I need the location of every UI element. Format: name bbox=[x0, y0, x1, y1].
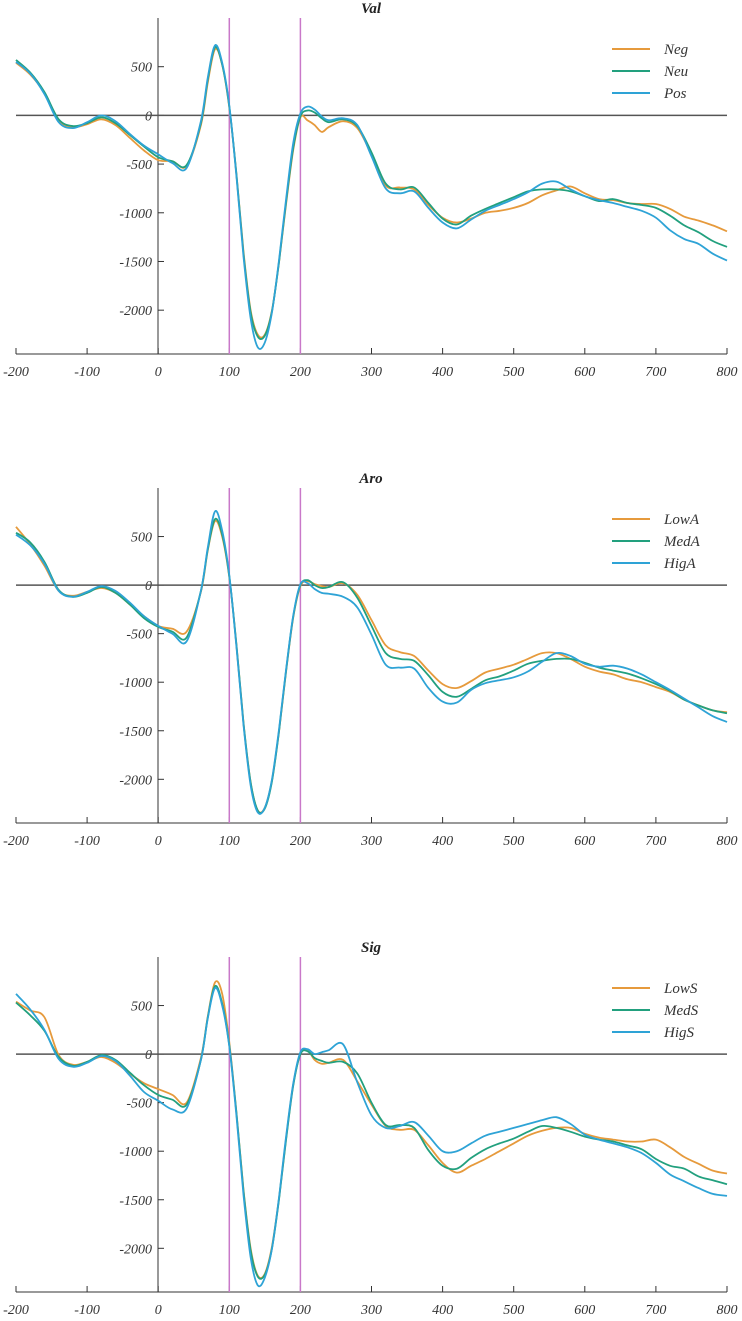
y-tick-label: -1000 bbox=[119, 1145, 152, 1160]
x-tick-label: 100 bbox=[219, 834, 240, 849]
x-tick-label: 800 bbox=[717, 1303, 738, 1318]
x-tick-label: -200 bbox=[3, 834, 29, 849]
x-tick-label: 800 bbox=[717, 365, 738, 380]
series-line-higs bbox=[15, 986, 728, 1288]
x-tick-label: 500 bbox=[503, 834, 524, 849]
x-tick-label: 400 bbox=[432, 365, 453, 380]
y-tick-label: -500 bbox=[126, 158, 152, 173]
x-tick-label: -200 bbox=[3, 1303, 29, 1318]
x-tick-label: 0 bbox=[155, 834, 162, 849]
legend-label-lowa: LowA bbox=[663, 512, 700, 528]
y-tick-label: -1000 bbox=[119, 207, 152, 222]
series-line-pos bbox=[15, 44, 728, 350]
x-tick-label: -100 bbox=[74, 1303, 100, 1318]
x-tick-label: 500 bbox=[503, 365, 524, 380]
y-tick-label: 0 bbox=[145, 1048, 152, 1063]
x-tick-label: 100 bbox=[219, 1303, 240, 1318]
chart-title: Val bbox=[361, 1, 382, 17]
y-tick-label: -1500 bbox=[119, 725, 152, 740]
y-tick-label: -500 bbox=[126, 628, 152, 643]
x-tick-label: -200 bbox=[3, 365, 29, 380]
series-line-meda bbox=[15, 517, 728, 814]
x-tick-label: 200 bbox=[290, 1303, 311, 1318]
y-tick-label: 0 bbox=[145, 579, 152, 594]
legend-label-meds: MedS bbox=[663, 1003, 699, 1019]
legend-label-pos: Pos bbox=[663, 86, 687, 102]
x-tick-label: 400 bbox=[432, 1303, 453, 1318]
y-tick-label: -2000 bbox=[119, 304, 152, 319]
x-tick-label: -100 bbox=[74, 834, 100, 849]
legend-label-neu: Neu bbox=[663, 64, 688, 80]
chart-title: Aro bbox=[358, 471, 382, 487]
x-tick-label: 500 bbox=[503, 1303, 524, 1318]
y-tick-label: -500 bbox=[126, 1097, 152, 1112]
series-line-higa bbox=[15, 510, 728, 815]
x-tick-label: 200 bbox=[290, 365, 311, 380]
legend-label-neg: Neg bbox=[663, 42, 689, 58]
y-tick-label: 0 bbox=[145, 109, 152, 124]
x-tick-label: 700 bbox=[645, 834, 666, 849]
x-tick-label: 600 bbox=[574, 834, 595, 849]
x-tick-label: 100 bbox=[219, 365, 240, 380]
legend-label-meda: MedA bbox=[663, 534, 701, 550]
x-tick-label: 300 bbox=[360, 365, 382, 380]
x-tick-label: 700 bbox=[645, 365, 666, 380]
y-tick-label: 500 bbox=[131, 61, 152, 76]
x-tick-label: 0 bbox=[155, 1303, 162, 1318]
series-line-meds bbox=[15, 984, 728, 1280]
y-tick-label: -1500 bbox=[119, 1194, 152, 1209]
series-line-neg bbox=[15, 47, 728, 339]
x-tick-label: 800 bbox=[717, 834, 738, 849]
x-tick-label: 600 bbox=[574, 365, 595, 380]
x-tick-label: 700 bbox=[645, 1303, 666, 1318]
y-tick-label: -1500 bbox=[119, 255, 152, 270]
legend-label-higs: HigS bbox=[663, 1025, 695, 1041]
series-line-lows bbox=[15, 980, 728, 1279]
y-tick-label: 500 bbox=[131, 1000, 152, 1015]
x-tick-label: 200 bbox=[290, 834, 311, 849]
legend-label-higa: HigA bbox=[663, 556, 697, 572]
x-tick-label: 400 bbox=[432, 834, 453, 849]
y-tick-label: -2000 bbox=[119, 773, 152, 788]
y-tick-label: 500 bbox=[131, 531, 152, 546]
x-tick-label: 300 bbox=[360, 834, 382, 849]
x-tick-label: 300 bbox=[360, 1303, 382, 1318]
series-line-neu bbox=[15, 45, 728, 340]
y-tick-label: -1000 bbox=[119, 676, 152, 691]
legend-label-lows: LowS bbox=[663, 981, 698, 997]
x-tick-label: 600 bbox=[574, 1303, 595, 1318]
x-tick-label: -100 bbox=[74, 365, 100, 380]
x-tick-label: 0 bbox=[155, 365, 162, 380]
chart-title: Sig bbox=[361, 940, 382, 956]
y-tick-label: -2000 bbox=[119, 1242, 152, 1257]
